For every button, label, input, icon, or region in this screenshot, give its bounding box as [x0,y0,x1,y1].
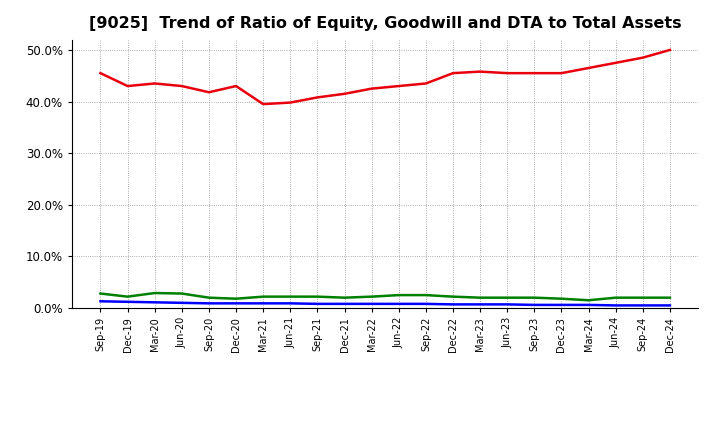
Deferred Tax Assets [639,295,647,301]
Deferred Tax Assets [530,295,539,301]
Goodwill [611,303,620,308]
Equity [530,70,539,76]
Equity [665,47,674,52]
Equity [259,102,268,107]
Goodwill [421,301,430,307]
Deferred Tax Assets [367,294,376,299]
Equity [476,69,485,74]
Deferred Tax Assets [665,295,674,301]
Equity [341,91,349,96]
Goodwill [178,300,186,305]
Deferred Tax Assets [503,295,511,301]
Equity [611,60,620,66]
Equity [421,81,430,86]
Goodwill [476,302,485,307]
Equity [178,84,186,89]
Goodwill [341,301,349,307]
Equity [123,84,132,89]
Equity [557,70,566,76]
Goodwill [232,301,240,306]
Line: Goodwill: Goodwill [101,301,670,305]
Deferred Tax Assets [557,296,566,301]
Deferred Tax Assets [232,296,240,301]
Goodwill [584,302,593,308]
Equity [204,90,213,95]
Equity [639,55,647,60]
Deferred Tax Assets [584,297,593,303]
Goodwill [395,301,403,307]
Equity [503,70,511,76]
Deferred Tax Assets [150,290,159,296]
Goodwill [204,301,213,306]
Goodwill [557,302,566,308]
Deferred Tax Assets [204,295,213,301]
Deferred Tax Assets [395,293,403,298]
Deferred Tax Assets [341,295,349,301]
Deferred Tax Assets [611,295,620,301]
Deferred Tax Assets [421,293,430,298]
Title: [9025]  Trend of Ratio of Equity, Goodwill and DTA to Total Assets: [9025] Trend of Ratio of Equity, Goodwil… [89,16,682,32]
Goodwill [259,301,268,306]
Goodwill [639,303,647,308]
Goodwill [286,301,294,306]
Equity [150,81,159,86]
Goodwill [123,299,132,304]
Deferred Tax Assets [123,294,132,299]
Equity [395,84,403,89]
Goodwill [367,301,376,307]
Goodwill [449,302,457,307]
Goodwill [313,301,322,307]
Equity [584,66,593,71]
Goodwill [665,303,674,308]
Deferred Tax Assets [96,291,105,296]
Deferred Tax Assets [449,294,457,299]
Goodwill [150,300,159,305]
Deferred Tax Assets [476,295,485,301]
Deferred Tax Assets [313,294,322,299]
Equity [449,70,457,76]
Goodwill [503,302,511,307]
Deferred Tax Assets [286,294,294,299]
Equity [96,70,105,76]
Line: Equity: Equity [101,50,670,104]
Line: Deferred Tax Assets: Deferred Tax Assets [101,293,670,300]
Equity [286,100,294,105]
Goodwill [530,302,539,308]
Equity [313,95,322,100]
Deferred Tax Assets [178,291,186,296]
Equity [367,86,376,91]
Equity [232,84,240,89]
Goodwill [96,299,105,304]
Deferred Tax Assets [259,294,268,299]
